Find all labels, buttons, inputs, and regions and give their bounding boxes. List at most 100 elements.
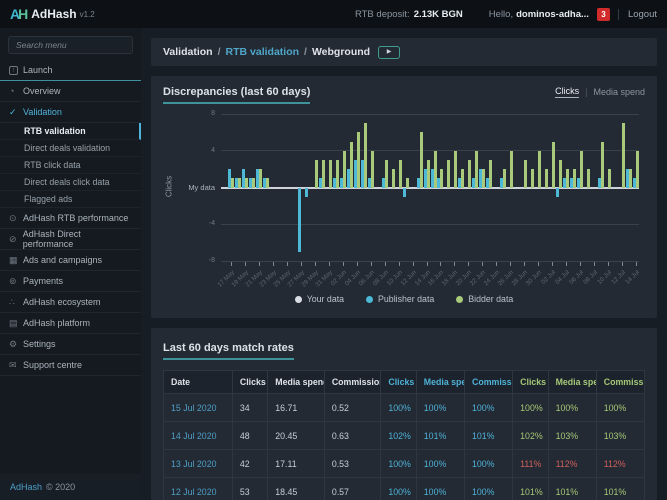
- cell-media-spend-bidder: 101%: [548, 478, 596, 500]
- platform-icon: ▤: [9, 318, 23, 329]
- x-tick-mark: [399, 262, 400, 266]
- match-rates-table: DateClicksMedia spendBGNCommissionBGNCli…: [163, 370, 645, 500]
- column-header-clicks-your: Clicks: [232, 371, 267, 394]
- toggle-option-clicks[interactable]: Clicks: [555, 86, 579, 98]
- notifications-badge[interactable]: 3: [597, 8, 610, 21]
- column-header-commission-your: CommissionBGN: [324, 371, 381, 394]
- sidebar-item-label: AdHash ecosystem: [23, 297, 101, 307]
- table-row: 14 Jul 20204820.450.63102%101%101%102%10…: [164, 422, 645, 450]
- sidebar-item-label: AdHash platform: [23, 318, 90, 328]
- x-tick-mark: [468, 262, 469, 266]
- bidder-data-bar: [622, 123, 625, 187]
- app-version: v1.2: [80, 10, 95, 19]
- x-tick-mark: [636, 262, 637, 266]
- x-tick-mark: [580, 262, 581, 266]
- x-tick-mark: [287, 262, 288, 266]
- main-content: Validation/RTB validation/Webground ▶ Di…: [141, 28, 667, 500]
- bidder-data-bar: [587, 169, 590, 187]
- cell-date[interactable]: 14 Jul 2020: [164, 422, 233, 450]
- play-icon: ▶: [387, 49, 392, 55]
- cell-commission-publisher: 101%: [464, 422, 512, 450]
- chart-legend: Your data Publisher data Bidder data: [163, 294, 645, 304]
- cell-clicks-your: 42: [232, 450, 267, 478]
- sidebar-item-label: AdHash RTB performance: [23, 213, 128, 223]
- sidebar-subitem-rtb-click-data[interactable]: RTB click data: [0, 157, 141, 174]
- table-header-row: DateClicksMedia spendBGNCommissionBGNCli…: [164, 371, 645, 394]
- footer-brand-link[interactable]: AdHash: [10, 482, 42, 492]
- x-tick-mark: [427, 262, 428, 266]
- publisher-data-bar: [298, 188, 301, 252]
- cell-media-spend-publisher: 100%: [416, 450, 464, 478]
- x-tick-mark: [440, 262, 441, 266]
- sidebar-item-overview[interactable]: ◔Overview: [0, 81, 141, 102]
- x-tick-mark: [552, 262, 553, 266]
- cell-clicks-publisher: 100%: [381, 478, 416, 500]
- user-greeting: Hello,dominos-adha...: [489, 9, 589, 20]
- x-tick-mark: [329, 262, 330, 266]
- legend-item-your-data[interactable]: Your data: [295, 294, 344, 304]
- cell-date[interactable]: 12 Jul 2020: [164, 478, 233, 500]
- cell-clicks-your: 53: [232, 478, 267, 500]
- sidebar-item-validation[interactable]: ✓Validation: [0, 102, 141, 123]
- bidder-data-bar: [357, 132, 360, 187]
- adhash-logo-icon[interactable]: AH: [10, 6, 26, 22]
- sidebar-item-adhash-rtb-performance[interactable]: ⊙AdHash RTB performance: [0, 208, 141, 229]
- sidebar-item-label: Payments: [23, 276, 63, 286]
- sidebar-item-adhash-platform[interactable]: ▤AdHash platform: [0, 313, 141, 334]
- legend-item-publisher-data[interactable]: Publisher data: [366, 294, 434, 304]
- cell-clicks-publisher: 100%: [381, 450, 416, 478]
- bidder-data-bar: [538, 151, 541, 188]
- bidder-data-bar: [406, 178, 409, 187]
- bidder-data-bar: [580, 151, 583, 188]
- rtb-performance-icon: ⊙: [9, 213, 23, 224]
- column-header-clicks-bidder: Clicks: [513, 371, 548, 394]
- cell-date[interactable]: 13 Jul 2020: [164, 450, 233, 478]
- bidder-data-bar: [440, 169, 443, 187]
- cell-clicks-bidder: 101%: [513, 478, 548, 500]
- topbar: AH AdHash v1.2 RTB deposit:2.13K BGN Hel…: [0, 0, 667, 28]
- cell-date[interactable]: 15 Jul 2020: [164, 394, 233, 422]
- toggle-option-media-spend[interactable]: Media spend: [593, 87, 645, 97]
- sidebar-item-adhash-ecosystem[interactable]: ∴AdHash ecosystem: [0, 292, 141, 313]
- sidebar-item-launch[interactable]: ↑Launch: [0, 60, 141, 81]
- cell-commission-your: 0.52: [324, 394, 381, 422]
- x-tick-mark: [538, 262, 539, 266]
- sidebar-item-settings[interactable]: ⚙Settings: [0, 334, 141, 355]
- bidder-data-bar: [489, 160, 492, 188]
- sidebar-subitem-flagged-ads[interactable]: Flagged ads: [0, 191, 141, 208]
- x-tick-mark: [231, 262, 232, 266]
- search-input[interactable]: [8, 36, 133, 54]
- bidder-data-bar: [322, 160, 325, 188]
- sidebar-item-support-centre[interactable]: ✉Support centre: [0, 355, 141, 376]
- sidebar-item-label: Overview: [23, 86, 61, 96]
- settings-icon: ⚙: [9, 339, 23, 350]
- logo-text: AdHash: [31, 7, 76, 21]
- publisher-data-bar: [556, 188, 559, 197]
- sidebar-subitem-direct-deals-validation[interactable]: Direct deals validation: [0, 140, 141, 157]
- sidebar-item-ads-and-campaigns[interactable]: ▦Ads and campaigns: [0, 250, 141, 271]
- sidebar-subitem-direct-deals-click-data[interactable]: Direct deals click data: [0, 174, 141, 191]
- bidder-data-bar: [552, 142, 555, 188]
- sidebar-item-payments[interactable]: ⊚Payments: [0, 271, 141, 292]
- sidebar-item-adhash-direct-performance[interactable]: ⊘AdHash Direct performance: [0, 229, 141, 250]
- x-tick-mark: [385, 262, 386, 266]
- sidebar-subitem-rtb-validation[interactable]: RTB validation: [0, 123, 141, 140]
- column-header-media-spend-publisher: Media spend: [416, 371, 464, 394]
- breadcrumb-validation: Validation: [163, 46, 213, 58]
- x-tick-mark: [622, 262, 623, 266]
- legend-item-bidder-data[interactable]: Bidder data: [456, 294, 513, 304]
- rtb-deposit: RTB deposit:2.13K BGN: [355, 9, 463, 20]
- preview-play-button[interactable]: ▶: [378, 46, 400, 59]
- chart-header: Discrepancies (last 60 days) Clicks|Medi…: [163, 86, 645, 104]
- username[interactable]: dominos-adha...: [516, 9, 589, 20]
- toggle-separator: |: [585, 87, 587, 97]
- breadcrumb-rtb-validation[interactable]: RTB validation: [226, 46, 300, 58]
- footer-copyright: © 2020: [46, 482, 75, 492]
- sidebar-search: [0, 28, 141, 60]
- x-tick-mark: [496, 262, 497, 266]
- cell-media-spend-publisher: 100%: [416, 394, 464, 422]
- bidder-data-bar: [608, 169, 611, 187]
- table-body: 15 Jul 20203416.710.52100%100%100%100%10…: [164, 394, 645, 500]
- x-tick-mark: [371, 262, 372, 266]
- logout-button[interactable]: Logout: [618, 9, 657, 20]
